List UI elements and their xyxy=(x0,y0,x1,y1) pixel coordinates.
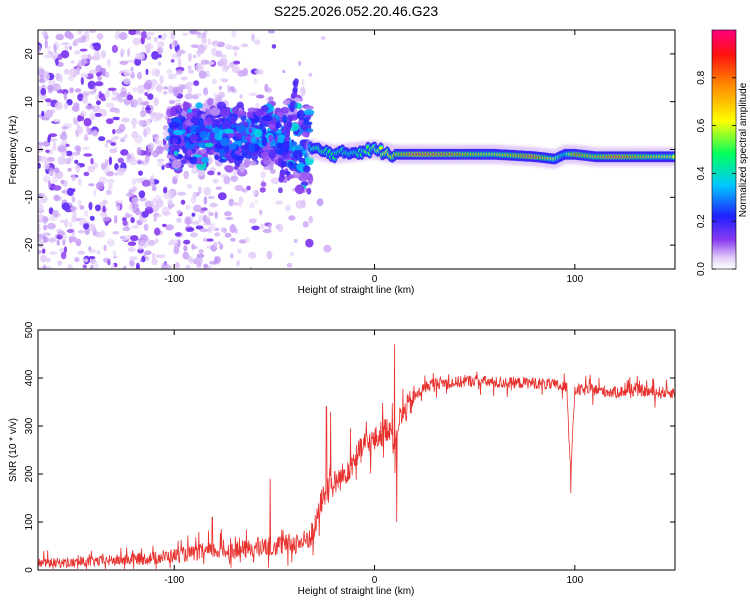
y-tick-label: 20 xyxy=(24,48,35,60)
y-tick-label: 0 xyxy=(24,567,35,573)
snr-axes: -100 0 100 0 100 200 300 400 500 xyxy=(24,321,675,586)
spectrogram-blobs xyxy=(38,30,332,269)
x-tick-label: -100 xyxy=(164,575,184,586)
y-tick-label: 0 xyxy=(24,146,35,152)
colorbar-tick-label: 0.2 xyxy=(696,214,707,228)
spectrogram-ridge xyxy=(307,141,675,165)
x-tick-label: 0 xyxy=(372,575,378,586)
x-tick-label: 100 xyxy=(566,274,583,285)
y-tick-label: 10 xyxy=(24,96,35,108)
colorbar-tick-label: 0.4 xyxy=(696,166,707,180)
y-tick-label: -10 xyxy=(24,190,35,205)
x-tick-label: -100 xyxy=(164,274,184,285)
colorbar-ticks: 0.0 0.2 0.4 0.6 0.8 xyxy=(696,70,736,276)
snr-xlabel: Height of straight line (km) xyxy=(298,586,415,597)
spectrogram-xlabel: Height of straight line (km) xyxy=(298,285,415,296)
colorbar-gradient xyxy=(712,30,736,269)
y-tick-label: 400 xyxy=(24,369,35,386)
x-tick-label: 100 xyxy=(566,575,583,586)
colorbar: 0.0 0.2 0.4 0.6 0.8 Normalized spectral ampl… xyxy=(696,29,749,276)
spectrogram-image xyxy=(38,30,675,269)
x-tick-label: 0 xyxy=(372,274,378,285)
colorbar-tick-label: 0.0 xyxy=(696,262,707,276)
colorbar-label: Normalized spectral amplitude xyxy=(738,82,749,217)
snr-ylabel: SNR (10 * v/v) xyxy=(8,418,19,482)
spectrogram-ylabel: Frequency (Hz) xyxy=(8,116,19,185)
chart-title: S225.2026.052.20.46.G23 xyxy=(274,3,438,19)
y-tick-label: 500 xyxy=(24,321,35,338)
y-tick-label: 300 xyxy=(24,417,35,434)
colorbar-tick-label: 0.6 xyxy=(696,118,707,132)
y-tick-label: -20 xyxy=(24,237,35,252)
snr-series-line xyxy=(38,344,675,570)
snr-frame xyxy=(37,329,676,571)
y-tick-label: 100 xyxy=(24,513,35,530)
y-tick-label: 200 xyxy=(24,465,35,482)
snr-panel: -100 0 100 0 100 200 300 400 500 Height of strai… xyxy=(8,321,676,597)
colorbar-tick-label: 0.8 xyxy=(696,70,707,84)
